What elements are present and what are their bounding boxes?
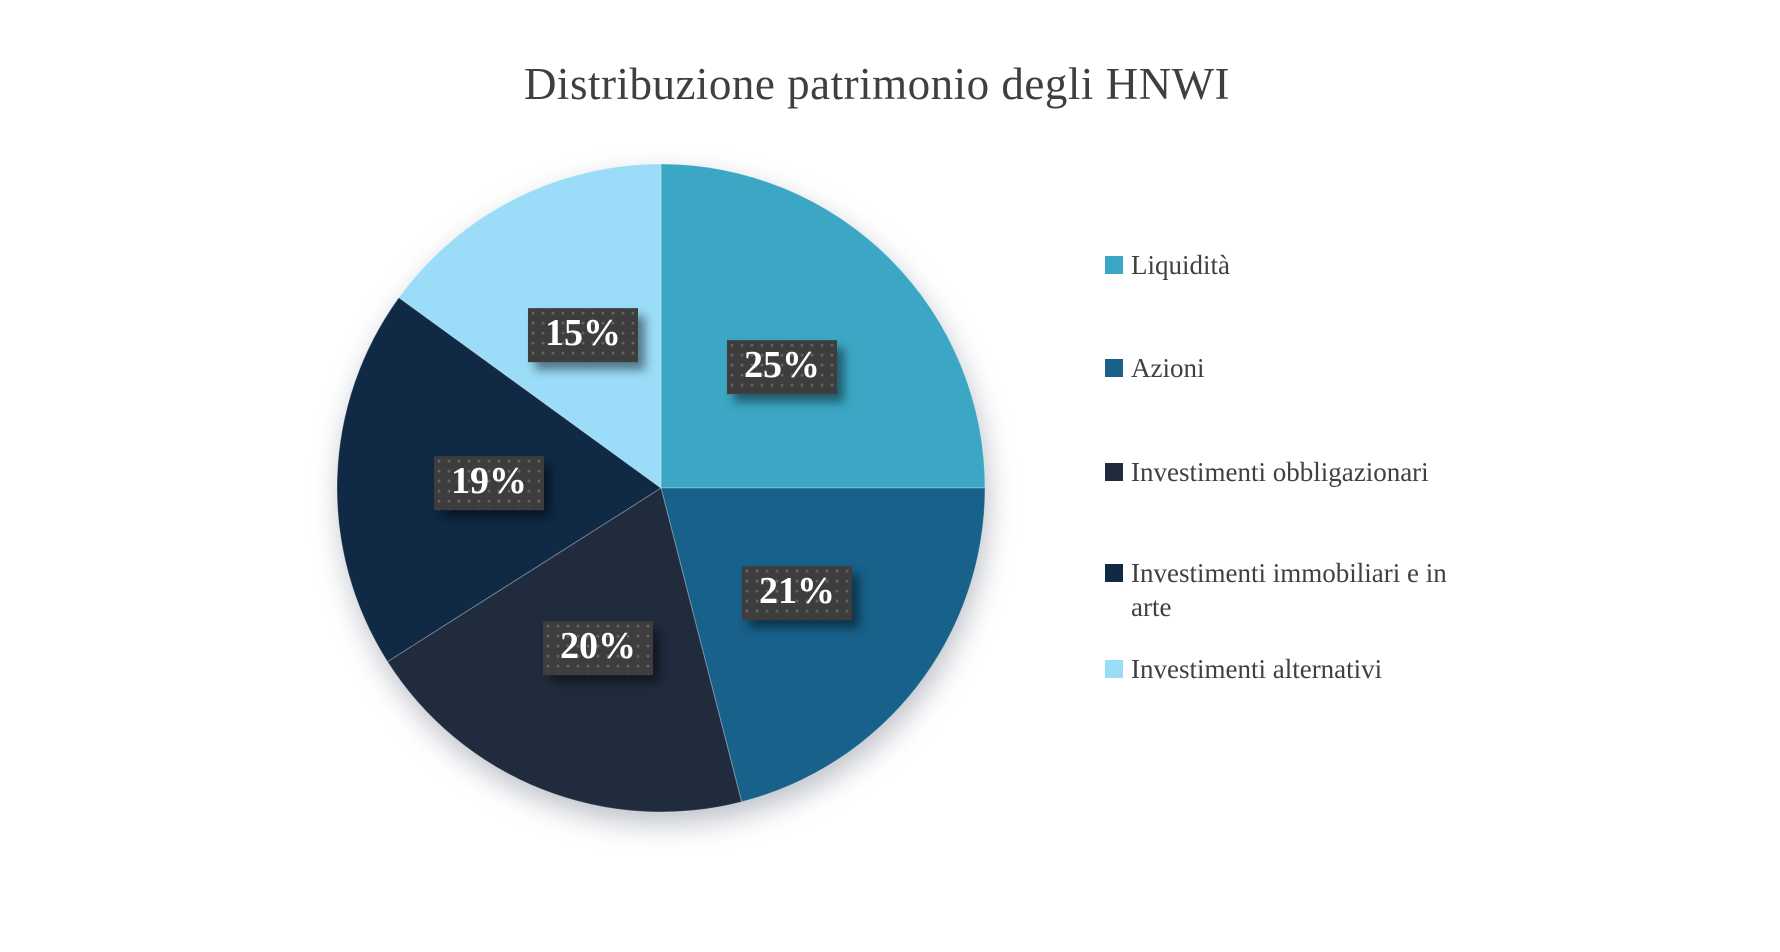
legend-swatch-icon (1105, 256, 1123, 274)
chart-legend: Liquidità Azioni Investimenti obbligaziona… (1105, 0, 1525, 952)
legend-swatch-icon (1105, 359, 1123, 377)
legend-swatch-icon (1105, 660, 1123, 678)
legend-label: Azioni (1131, 353, 1205, 383)
legend-swatch-icon (1105, 463, 1123, 481)
legend-item-2[interactable]: Investimenti obbligazionari (1105, 455, 1429, 489)
legend-item-1[interactable]: Azioni (1105, 351, 1205, 385)
legend-label: Investimenti immobiliari e in arte (1131, 558, 1447, 622)
pie-slice-0[interactable] (660, 163, 986, 489)
chart-title: Distribuzione patrimonio degli HNWI (523, 59, 1231, 109)
legend-label: Investimenti obbligazionari (1131, 457, 1429, 487)
legend-label: Investimenti alternativi (1131, 654, 1383, 684)
legend-swatch-icon (1105, 564, 1123, 582)
legend-item-3[interactable]: Investimenti immobiliari e in arte (1105, 556, 1471, 624)
legend-label: Liquidità (1131, 250, 1230, 280)
legend-item-4[interactable]: Investimenti alternativi (1105, 652, 1382, 686)
legend-item-0[interactable]: Liquidità (1105, 248, 1230, 282)
